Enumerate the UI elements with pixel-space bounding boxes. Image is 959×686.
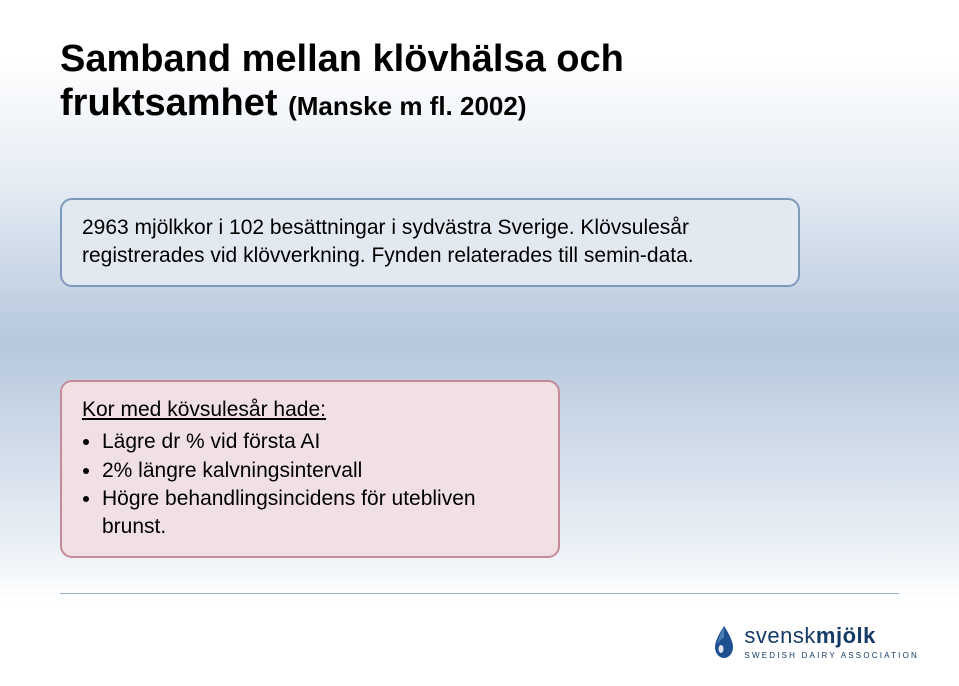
brand-name: svenskmjölk (744, 623, 875, 649)
info-box-1-text: 2963 mjölkkor i 102 besättningar i sydvä… (82, 216, 694, 267)
slide-title: Samband mellan klövhälsa och fruktsamhet… (60, 38, 899, 125)
info-box-2: Kor med kövsulesår hade: Lägre dr % vid … (60, 380, 560, 558)
slide: Samband mellan klövhälsa och fruktsamhet… (0, 0, 959, 686)
list-item: Högre behandlingsincidens för utebliven … (102, 485, 538, 542)
info-box-2-list: Lägre dr % vid första AI 2% längre kalvn… (82, 428, 538, 541)
title-line2-sub: (Manske m fl. 2002) (288, 91, 526, 121)
brand-prefix: svensk (744, 623, 815, 648)
milk-drop-icon (712, 625, 736, 659)
brand-bold: mjölk (816, 623, 876, 648)
brand-subtitle: SWEDISH DAIRY ASSOCIATION (744, 651, 919, 660)
title-line1: Samband mellan klövhälsa och (60, 38, 624, 80)
footer-divider (60, 593, 899, 594)
info-box-1: 2963 mjölkkor i 102 besättningar i sydvä… (60, 198, 800, 287)
info-box-2-heading: Kor med kövsulesår hade: (82, 398, 326, 421)
brand-logo-text: svenskmjölk SWEDISH DAIRY ASSOCIATION (744, 623, 919, 660)
title-line2-main: fruktsamhet (60, 82, 288, 124)
list-item: Lägre dr % vid första AI (102, 428, 538, 456)
brand-logo: svenskmjölk SWEDISH DAIRY ASSOCIATION (712, 623, 919, 660)
list-item: 2% längre kalvningsintervall (102, 457, 538, 485)
